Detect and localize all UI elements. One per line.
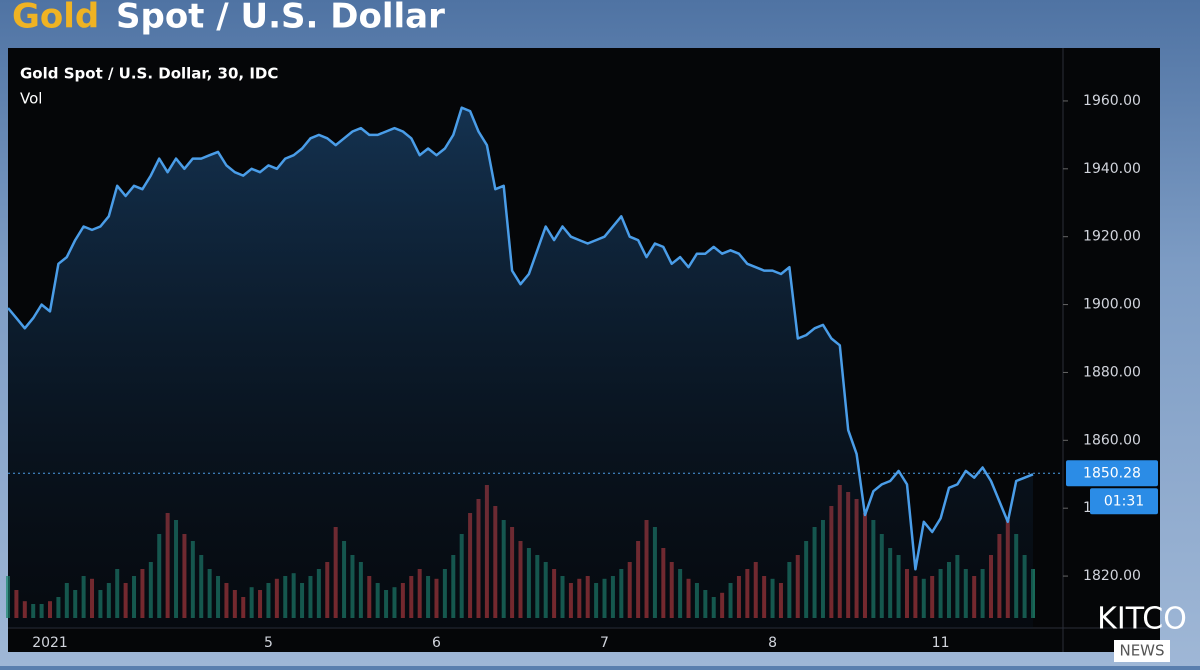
y-tick-label: 1900.00 (1083, 297, 1141, 313)
y-tick-label: 1920.00 (1083, 229, 1141, 245)
last-price-box (1066, 460, 1158, 487)
y-tick-label: 1880.00 (1083, 364, 1141, 380)
y-tick-label: 1820.00 (1083, 568, 1141, 584)
x-tick-label: 2021 (32, 635, 68, 651)
last-price-label: 1850.28 (1083, 465, 1141, 481)
header-title: Spot / U.S. Dollar (116, 0, 445, 37)
logo-brand: KITCO (1097, 602, 1187, 637)
price-area (8, 107, 1033, 628)
logo-sub: NEWS (1119, 642, 1164, 660)
countdown: 01:31 (1104, 493, 1144, 509)
x-tick-label: 8 (768, 635, 777, 651)
x-tick-label: 5 (264, 635, 273, 651)
logo-sub-box (1114, 640, 1170, 662)
countdown-box (1090, 488, 1158, 515)
axes: 1820.001840.001860.001880.001900.001920.… (32, 93, 1158, 651)
y-tick-label: 1940.00 (1083, 161, 1141, 177)
x-tick-label: 11 (932, 635, 950, 651)
volume-label: Vol (20, 90, 42, 108)
x-tick-label: 6 (432, 635, 441, 651)
y-tick-label: 1860.00 (1083, 432, 1141, 448)
plot-area (7, 106, 1063, 628)
x-tick-label: 7 (600, 635, 609, 651)
header-highlight: Gold (12, 0, 99, 37)
y-tick-label: 1960.00 (1083, 93, 1141, 109)
price-line (7, 106, 1034, 571)
chart-title: Gold Spot / U.S. Dollar, 30, IDC (20, 65, 278, 83)
